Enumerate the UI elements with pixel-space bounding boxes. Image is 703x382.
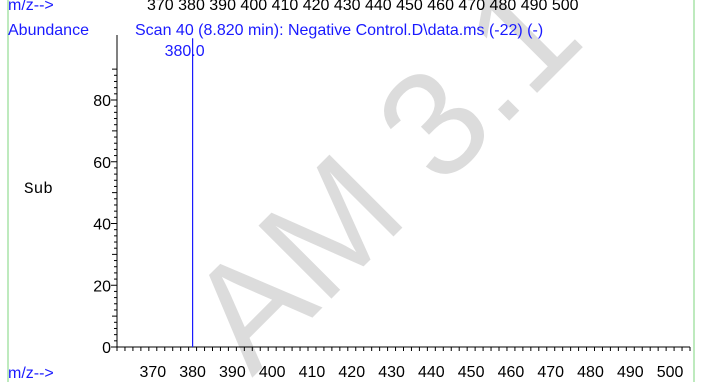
spectrum-peaks: 380.0	[165, 38, 205, 347]
top-mz-label: m/z-->	[8, 0, 54, 14]
side-label: Sub	[24, 180, 53, 198]
x-tick-label: 390	[219, 364, 246, 381]
x-tick-label: 370	[139, 364, 166, 381]
x-axis-ticks: 370 380 390 400 410 420 430 440 450 460 470 480 490 5…	[116, 347, 691, 381]
x-tick-label: 380	[179, 364, 206, 381]
y-tick-label: 0	[102, 340, 111, 357]
bottom-mz-label: m/z-->	[8, 365, 54, 382]
scan-title: Scan 40 (8.820 min): Negative Control.D\…	[135, 22, 543, 39]
abundance-label: Abundance	[8, 22, 89, 39]
x-tick-label: 420	[338, 364, 365, 381]
x-tick-label: 500	[657, 364, 684, 381]
x-tick-label: 470	[537, 364, 564, 381]
x-tick-label: 410	[299, 364, 326, 381]
x-tick-label: 480	[577, 364, 604, 381]
x-tick-label: 440	[418, 364, 445, 381]
x-tick-label: 430	[378, 364, 405, 381]
y-tick-label: 20	[93, 278, 111, 295]
x-tick-label: 400	[259, 364, 286, 381]
y-tick-label: 80	[93, 93, 111, 110]
y-axis-ticks: 0 20 40 60 80	[93, 68, 117, 357]
y-tick-label: 40	[93, 217, 111, 234]
top-tick-strip: 370 380 390 400 410 420 430 440 450 460 …	[147, 0, 579, 14]
x-tick-label: 490	[617, 364, 644, 381]
peak-label: 380.0	[165, 43, 205, 60]
x-tick-label: 450	[458, 364, 485, 381]
watermark-text: AM 3.1	[156, 0, 611, 382]
y-tick-label: 60	[93, 155, 111, 172]
x-tick-label: 460	[498, 364, 525, 381]
